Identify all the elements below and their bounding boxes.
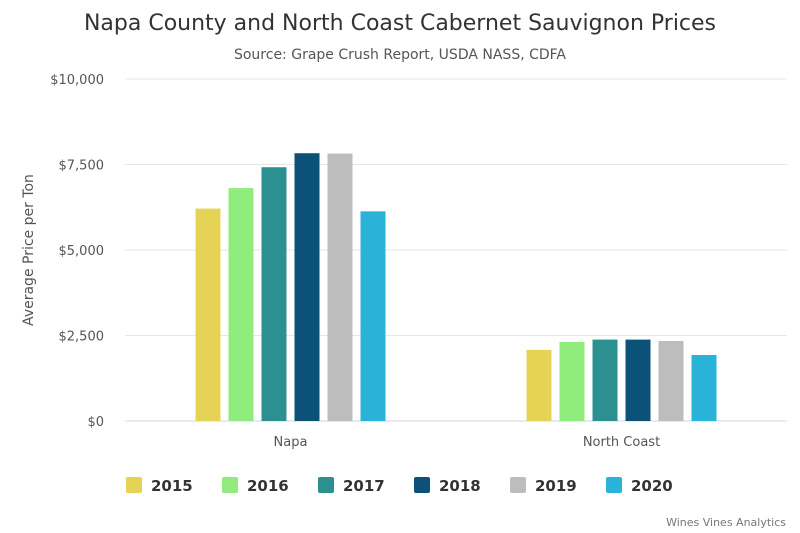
bar-north-coast-2015[interactable] [526, 349, 552, 421]
bar-north-coast-2018[interactable] [625, 339, 651, 421]
bar-napa-2016[interactable] [228, 188, 254, 421]
legend-item-2015[interactable]: 2015 [126, 477, 193, 495]
chart-credit[interactable]: Wines Vines Analytics [666, 516, 786, 529]
bars [195, 153, 717, 422]
y-tick-label: $0 [87, 415, 104, 430]
gridlines [125, 78, 787, 422]
legend-label: 2015 [151, 477, 193, 495]
legend-item-2020[interactable]: 2020 [606, 477, 673, 495]
bar-napa-2018[interactable] [294, 153, 320, 422]
legend-label: 2018 [439, 477, 481, 495]
y-tick-label: $7,500 [59, 159, 105, 174]
legend-swatch [222, 477, 238, 493]
bar-napa-2019[interactable] [327, 153, 353, 421]
legend-label: 2017 [343, 477, 385, 495]
legend-item-2019[interactable]: 2019 [510, 477, 577, 495]
bar-napa-2020[interactable] [360, 211, 386, 421]
y-axis-label: Average Price per Ton [21, 174, 37, 326]
bar-north-coast-2017[interactable] [592, 339, 618, 421]
legend: 2015 2016 2017 2018 2019 2020 [126, 477, 673, 495]
bar-north-coast-2016[interactable] [559, 341, 585, 421]
legend-swatch [510, 477, 526, 493]
x-tick-label: North Coast [583, 435, 660, 450]
chart-subtitle: Source: Grape Crush Report, USDA NASS, C… [234, 47, 566, 63]
legend-label: 2020 [631, 477, 673, 495]
legend-swatch [606, 477, 622, 493]
y-axis-ticks: $0 $2,500 $5,000 $7,500 $10,000 [50, 73, 104, 430]
bar-napa-2015[interactable] [195, 208, 221, 421]
legend-swatch [318, 477, 334, 493]
chart-title: Napa County and North Coast Cabernet Sau… [84, 11, 716, 36]
legend-item-2018[interactable]: 2018 [414, 477, 481, 495]
legend-swatch [126, 477, 142, 493]
x-tick-label: Napa [274, 435, 308, 450]
legend-label: 2016 [247, 477, 289, 495]
legend-item-2016[interactable]: 2016 [222, 477, 289, 495]
y-tick-label: $10,000 [50, 73, 104, 88]
bar-north-coast-2019[interactable] [658, 340, 684, 421]
legend-item-2017[interactable]: 2017 [318, 477, 385, 495]
y-tick-label: $2,500 [59, 330, 105, 345]
legend-label: 2019 [535, 477, 577, 495]
legend-swatch [414, 477, 430, 493]
x-axis-ticks: Napa North Coast [274, 435, 661, 450]
bar-napa-2017[interactable] [261, 167, 287, 421]
y-tick-label: $5,000 [59, 244, 105, 259]
bar-north-coast-2020[interactable] [691, 354, 717, 421]
